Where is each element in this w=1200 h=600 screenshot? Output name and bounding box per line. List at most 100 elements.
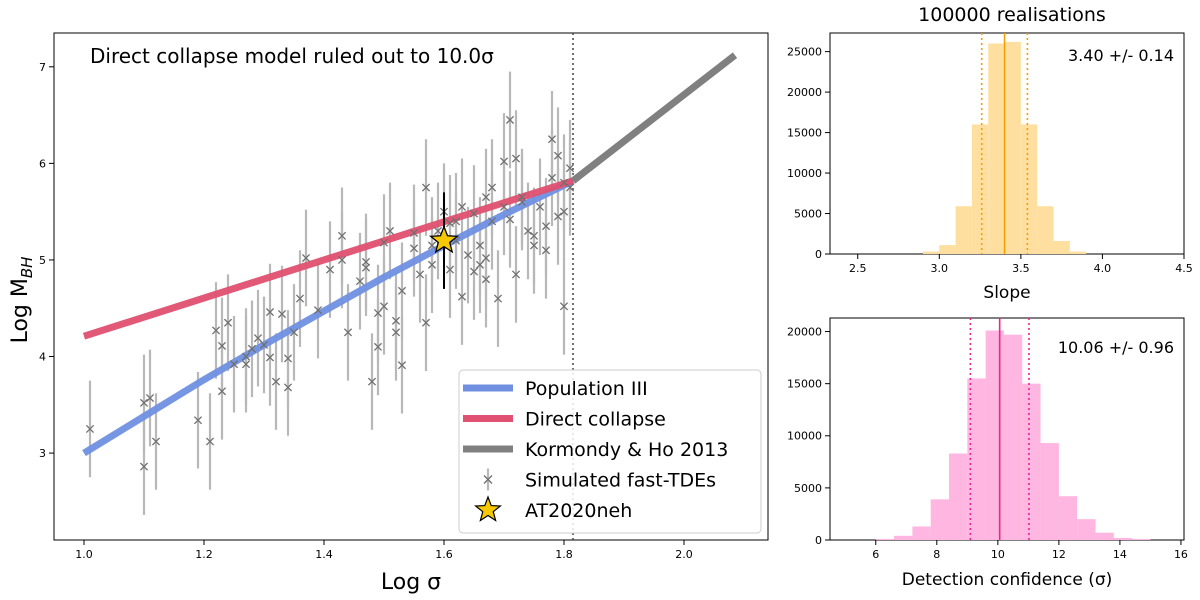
y-tick-label: 10000 [787,430,822,443]
simulated-point [289,328,299,337]
y-tick-label: 0 [815,248,822,261]
legend-label: Kormondy & Ho 2013 [525,439,728,461]
histogram-bar [1069,251,1087,254]
legend-label: Simulated fast-TDEs [525,470,716,492]
simulated-point [217,341,227,350]
simulated-point [409,228,419,237]
simulated-point [487,217,497,226]
x-tick-label: 10 [991,548,1005,561]
y-tick-label: 5000 [794,482,822,495]
simulated-point [475,241,485,250]
simulated-point [241,360,251,369]
simulated-point [241,352,251,361]
histogram-bar [1020,124,1038,254]
y-tick-label: 0 [815,534,822,547]
simulated-point [469,209,479,218]
legend-cross-marker [483,475,493,484]
simulated-point [217,387,227,396]
slope-x-axis-label: Slope [983,283,1030,303]
confidence-mean-std-lines [969,318,1030,540]
confidence-histogram-panel: 6 8 10 12 14 16 0 5000 10000 15000 20000 10.06 +/… [787,317,1188,590]
histogram-bar [988,43,1005,255]
simulated-point [445,265,455,274]
series-line-kormondy-ho-2013 [570,52,738,184]
y-tick-label: 15000 [787,378,822,391]
series-line-direct-collapse [82,177,575,340]
legend-box [458,369,762,534]
histogram-bar [1037,206,1054,254]
legend-entry: Direct collapse [463,409,666,431]
histogram-bar [1003,334,1023,540]
simulated-point [337,255,347,265]
simulated-point [535,202,545,211]
histogram-bar [922,251,940,254]
y-tick-label: 10000 [787,167,822,180]
simulated-point [547,173,557,182]
confidence-stat-text: 10.06 +/- 0.96 [1058,338,1174,357]
simulated-point [205,437,215,446]
model-lines [82,52,738,457]
main-x-ticks: 1.0 1.2 1.4 1.6 1.8 2.0 [75,540,693,561]
x-tick-label: 3.0 [931,262,949,275]
slope-histogram-panel: 2.5 3.0 3.5 4.0 4.5 0 5000 10000 15000 20000 2500… [787,4,1193,303]
simulated-point [499,157,509,166]
simulated-point [565,183,575,192]
simulated-point [379,302,389,311]
simulated-point [421,183,431,192]
simulated-point [85,424,95,434]
simulated-point [553,151,563,160]
simulated-point [541,246,551,255]
simulated-point [553,212,563,221]
simulated-point [505,115,515,124]
simulated-point [139,398,149,407]
simulated-point [427,241,437,250]
simulated-point [139,462,149,471]
x-tick-label: 6 [872,548,879,561]
simulated-point [517,193,527,202]
y-tick-label: 15000 [787,127,822,140]
x-tick-label: 1.6 [435,548,453,561]
simulated-point [295,294,305,303]
simulated-point [457,202,467,211]
slope-x-ticks: 2.5 3.0 3.5 4.0 4.5 [849,254,1193,275]
simulated-point [283,383,293,392]
x-tick-label: 1.0 [75,548,93,561]
series-line-population-iii [82,177,575,457]
main-y-ticks: 3 4 5 6 7 [39,61,54,460]
simulated-point [451,217,461,226]
simulated-point [379,238,389,247]
simulated-point [211,326,221,335]
simulated-point [511,154,521,163]
simulated-point [511,270,521,279]
histogram-bar [1113,537,1133,540]
histogram-bar [875,538,895,540]
histogram-title: 100000 realisations [918,4,1106,26]
x-tick-label: 3.5 [1012,262,1030,275]
y-tick-label: 20000 [787,326,822,339]
x-tick-label: 4.5 [1175,262,1193,275]
main-scatter-panel: 1.0 1.2 1.4 1.6 1.8 2.0 3 4 5 6 7 Direct collapse… [8,32,769,595]
x-tick-label: 16 [1174,548,1188,561]
simulated-point [427,260,437,269]
simulated-point [529,241,539,250]
simulated-point [559,302,569,311]
x-tick-label: 8 [933,548,940,561]
simulated-point [265,308,275,317]
simulated-point [541,222,551,231]
simulated-point [481,193,491,202]
legend-label: AT2020neh [525,500,632,522]
legend-entry: Kormondy & Ho 2013 [463,439,728,461]
histogram-bar [930,499,950,540]
simulated-point [481,275,491,284]
histogram-bar [1053,241,1070,254]
simulated-point [373,308,383,318]
confidence-y-ticks: 0 5000 10000 15000 20000 [787,326,830,547]
simulated-point [397,361,407,370]
simulated-point [277,309,287,319]
simulated-point [373,342,383,351]
simulated-point [223,318,233,327]
simulated-point [247,344,257,353]
simulated-point [265,353,275,362]
simulated-point [565,164,575,173]
